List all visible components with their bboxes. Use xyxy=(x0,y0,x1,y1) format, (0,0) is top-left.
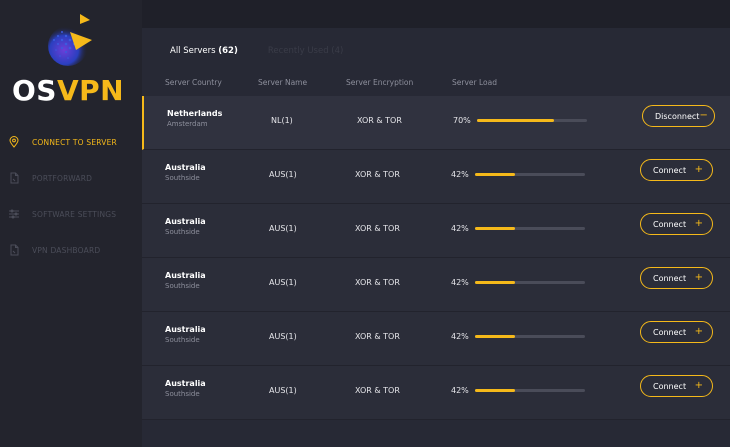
server-tabs: All Servers (62) Recently Used (4) xyxy=(170,46,343,56)
plus-icon: + xyxy=(694,164,703,175)
connect-button[interactable]: Connect + xyxy=(640,267,713,289)
plus-icon: + xyxy=(694,326,703,337)
connect-button[interactable]: Connect + xyxy=(640,213,713,235)
disconnect-button[interactable]: Disconnect − xyxy=(642,105,715,127)
sidebar-item-label: CONNECT TO SERVER xyxy=(32,137,117,147)
button-label: Connect xyxy=(653,219,687,229)
sidebar-item-label: SOFTWARE SETTINGS xyxy=(32,209,117,219)
server-load-bar xyxy=(475,389,585,392)
button-label: Disconnect xyxy=(655,111,700,121)
column-header-load: Server Load xyxy=(452,78,497,87)
server-city: Southside xyxy=(165,228,200,236)
table-row[interactable]: Australia Southside AUS(1) XOR & TOR 42%… xyxy=(142,204,730,258)
server-encryption: XOR & TOR xyxy=(355,332,400,341)
tab-label: Recently Used (4) xyxy=(267,46,344,56)
connect-button[interactable]: Connect + xyxy=(640,375,713,397)
server-load-fill xyxy=(475,227,515,230)
tab-label: All Servers xyxy=(170,46,216,56)
server-load-bar xyxy=(477,119,587,122)
minus-icon: − xyxy=(699,110,708,121)
column-header-name: Server Name xyxy=(258,78,308,87)
sidebar-item-label: VPN DASHBOARD xyxy=(32,245,101,255)
button-label: Connect xyxy=(653,381,687,391)
server-name: AUS(1) xyxy=(269,332,297,341)
server-load-fill xyxy=(477,119,554,122)
server-encryption: XOR & TOR xyxy=(355,224,400,233)
server-name: AUS(1) xyxy=(269,170,297,179)
document-icon xyxy=(8,244,20,256)
server-load-value: 42% xyxy=(451,278,469,287)
server-city: Southside xyxy=(165,390,200,398)
server-load-fill xyxy=(475,335,515,338)
server-encryption: XOR & TOR xyxy=(355,170,400,179)
server-load-bar xyxy=(475,335,585,338)
document-icon xyxy=(8,172,20,184)
column-header-country: Server Country xyxy=(165,78,222,87)
sidebar: OSVPN CONNECT TO SERVER PORTFORWARD SOFT… xyxy=(0,0,142,447)
server-city: Amsterdam xyxy=(167,120,208,128)
server-country: Australia xyxy=(165,217,206,226)
sidebar-item-label: PORTFORWARD xyxy=(32,173,93,183)
sliders-icon xyxy=(8,208,20,220)
column-header-encryption: Server Encryption xyxy=(346,78,414,87)
tab-count: (62) xyxy=(218,46,238,56)
server-name: AUS(1) xyxy=(269,278,297,287)
server-load-bar xyxy=(475,227,585,230)
server-load-fill xyxy=(475,281,515,284)
button-label: Connect xyxy=(653,327,687,337)
server-name: NL(1) xyxy=(271,116,293,125)
table-row[interactable]: Netherlands Amsterdam NL(1) XOR & TOR 70… xyxy=(142,96,730,150)
sidebar-item-portforward[interactable]: PORTFORWARD xyxy=(0,160,142,196)
table-row[interactable]: Australia Southside AUS(1) XOR & TOR 42%… xyxy=(142,366,730,420)
server-country: Australia xyxy=(165,325,206,334)
server-city: Southside xyxy=(165,336,200,344)
plus-icon: + xyxy=(694,272,703,283)
sidebar-item-connect-to-server[interactable]: CONNECT TO SERVER xyxy=(0,124,142,160)
server-encryption: XOR & TOR xyxy=(355,386,400,395)
connect-button[interactable]: Connect + xyxy=(640,321,713,343)
server-panel: All Servers (62) Recently Used (4) Serve… xyxy=(142,28,730,447)
button-label: Connect xyxy=(653,273,687,283)
plus-icon: + xyxy=(694,380,703,391)
server-country: Netherlands xyxy=(167,109,223,118)
server-name: AUS(1) xyxy=(269,224,297,233)
server-city: Southside xyxy=(165,174,200,182)
sidebar-item-software-settings[interactable]: SOFTWARE SETTINGS xyxy=(0,196,142,232)
server-encryption: XOR & TOR xyxy=(355,278,400,287)
server-load-bar xyxy=(475,281,585,284)
server-load-value: 42% xyxy=(451,170,469,179)
server-encryption: XOR & TOR xyxy=(357,116,402,125)
sidebar-item-vpn-dashboard[interactable]: VPN DASHBOARD xyxy=(0,232,142,268)
sidebar-nav: CONNECT TO SERVER PORTFORWARD SOFTWARE S… xyxy=(0,124,142,268)
brand-name-os: OS xyxy=(12,74,57,107)
server-load-fill xyxy=(475,389,515,392)
server-load-bar xyxy=(475,173,585,176)
button-label: Connect xyxy=(653,165,687,175)
table-row[interactable]: Australia Southside AUS(1) XOR & TOR 42%… xyxy=(142,150,730,204)
server-list: Netherlands Amsterdam NL(1) XOR & TOR 70… xyxy=(142,96,730,420)
server-city: Southside xyxy=(165,282,200,290)
server-name: AUS(1) xyxy=(269,386,297,395)
brand-name-vpn: VPN xyxy=(56,74,125,107)
table-row[interactable]: Australia Southside AUS(1) XOR & TOR 42%… xyxy=(142,258,730,312)
server-load-fill xyxy=(475,173,515,176)
logo-icon xyxy=(48,14,92,66)
server-country: Australia xyxy=(165,379,206,388)
tab-recently-used[interactable]: Recently Used (4) xyxy=(268,46,344,56)
brand-name: OSVPN xyxy=(12,74,132,107)
server-load-value: 42% xyxy=(451,386,469,395)
server-country: Australia xyxy=(165,271,206,280)
server-load-value: 42% xyxy=(451,332,469,341)
server-load-value: 70% xyxy=(453,116,471,125)
location-pin-icon xyxy=(8,136,20,148)
plus-icon: + xyxy=(694,218,703,229)
table-row[interactable]: Australia Southside AUS(1) XOR & TOR 42%… xyxy=(142,312,730,366)
connect-button[interactable]: Connect + xyxy=(640,159,713,181)
server-country: Australia xyxy=(165,163,206,172)
server-load-value: 42% xyxy=(451,224,469,233)
tab-all-servers[interactable]: All Servers (62) xyxy=(170,46,238,56)
